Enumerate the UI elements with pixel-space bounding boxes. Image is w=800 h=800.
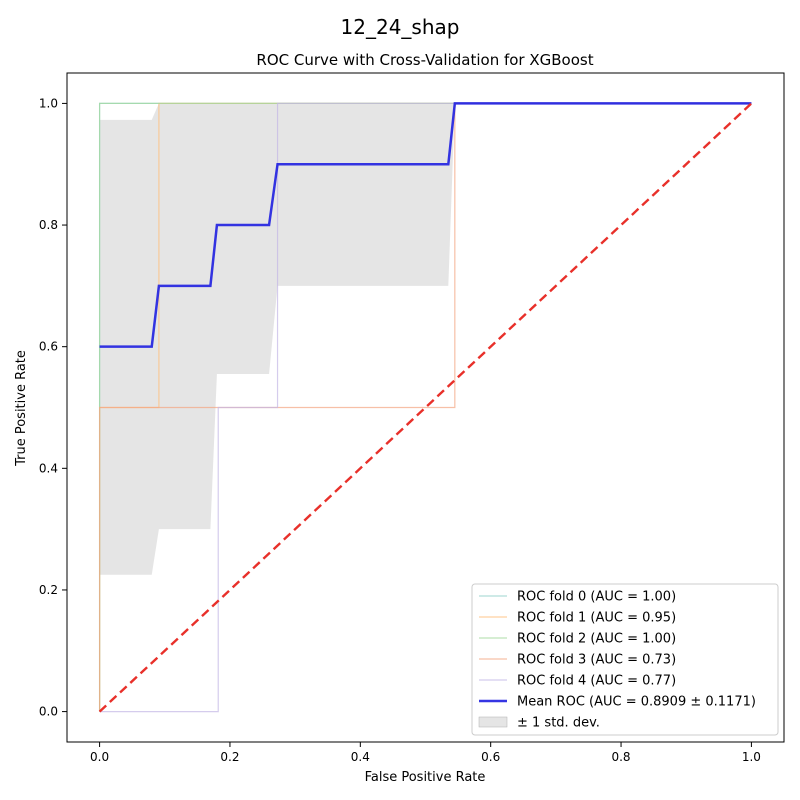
x-tick-label: 0.0: [90, 750, 109, 764]
legend-entry-0: ROC fold 0 (AUC = 1.00): [517, 590, 676, 605]
axes: 0.0 0.2 0.4 0.6 0.8 1.0 0.0 0.2 0.4 0.6 0.8 1.0: [39, 72, 785, 764]
y-tick-label: 0.8: [39, 218, 58, 232]
y-tick-label: 1.0: [39, 96, 58, 110]
plot-area: [98, 102, 753, 713]
legend-entry-4: ROC fold 4 (AUC = 0.77): [517, 674, 676, 689]
legend-entry-6: ± 1 std. dev.: [517, 716, 600, 731]
legend-entry-3: ROC fold 3 (AUC = 0.73): [517, 653, 676, 668]
legend-entry-1: ROC fold 1 (AUC = 0.95): [517, 611, 676, 626]
chart-title: ROC Curve with Cross-Validation for XGBo…: [256, 51, 593, 69]
figure-suptitle: 12_24_shap: [341, 15, 460, 39]
legend-swatch-std: [478, 716, 508, 728]
x-tick-label: 1.0: [742, 750, 761, 764]
y-axis-label: True Positive Rate: [14, 350, 29, 467]
x-tick-label: 0.2: [220, 750, 239, 764]
roc-fold-4-line: [99, 102, 752, 713]
legend-entry-2: ROC fold 2 (AUC = 1.00): [517, 632, 676, 647]
legend-box: [471, 583, 779, 736]
chance-line: [98, 102, 753, 713]
std-dev-band: [99, 103, 752, 575]
legend: ROC fold 0 (AUC = 1.00) ROC fold 1 (AUC =…: [471, 583, 779, 736]
legend-entry-5: Mean ROC (AUC = 0.8909 ± 0.1171): [517, 695, 756, 710]
y-tick-label: 0.0: [39, 705, 58, 719]
x-axis-label: False Positive Rate: [365, 770, 486, 785]
x-tick-label: 0.6: [481, 750, 500, 764]
axes-frame: [66, 72, 785, 743]
mean-roc-line: [99, 102, 752, 348]
x-tick-label: 0.8: [611, 750, 630, 764]
y-tick-label: 0.4: [39, 461, 58, 475]
y-tick-label: 0.2: [39, 583, 58, 597]
x-tick-label: 0.4: [351, 750, 370, 764]
y-tick-label: 0.6: [39, 340, 58, 354]
